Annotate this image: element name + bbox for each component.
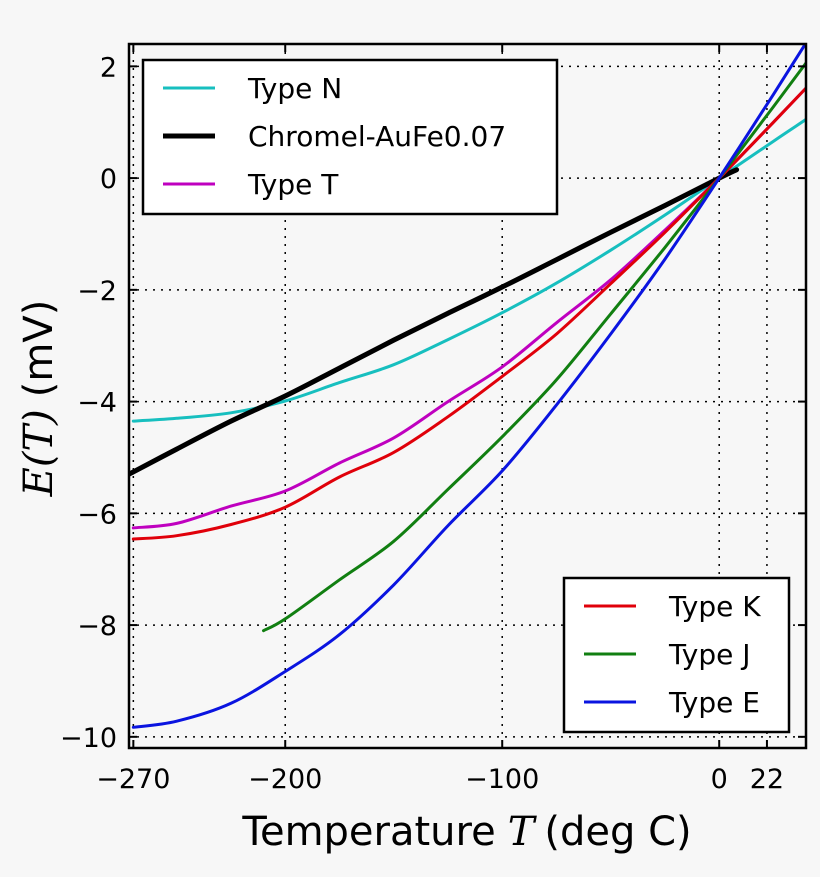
x-tick-label: 0 <box>711 764 728 795</box>
x-tick-label: 22 <box>750 764 784 795</box>
x-tick-label: −270 <box>96 764 170 795</box>
y-tick-label: −4 <box>77 388 117 419</box>
legend-label-chromel-aufe0-07: Chromel-AuFe0.07 <box>248 120 506 153</box>
x-axis-label: Temperature T (deg C) <box>241 809 691 855</box>
x-tick-label: −100 <box>465 764 539 795</box>
legend-lower-right: Type K Type J Type E <box>562 576 791 734</box>
legend-label-type-n: Type N <box>247 72 342 105</box>
y-tick-label: −2 <box>77 276 117 307</box>
y-axis-label: E(T) (mV) <box>16 300 62 498</box>
series-line-chromel-aufe0-07 <box>129 167 740 477</box>
y-tick-label: −10 <box>60 723 117 754</box>
y-tick-label: 0 <box>100 164 117 195</box>
y-axis-label-symbol: E <box>16 467 62 497</box>
legend-label-type-k: Type K <box>668 590 761 623</box>
y-tick-label: −8 <box>77 611 117 642</box>
plot-frame <box>127 42 808 750</box>
legend-label-type-t: Type T <box>247 168 339 201</box>
x-axis-label-text: Temperature <box>241 809 495 855</box>
legends: Type N Chromel-AuFe0.07 Type T Type K Type J… <box>141 58 791 734</box>
legend-label-type-j: Type J <box>668 638 750 671</box>
x-axis-label-symbol: T <box>508 809 538 855</box>
x-axis-label-unit: (deg C) <box>544 809 691 855</box>
series-line-type-e <box>131 44 806 729</box>
x-tick-label: −200 <box>248 764 322 795</box>
y-axis-label-unit: (mV) <box>16 300 62 398</box>
y-tick-label: −6 <box>77 499 117 530</box>
y-tick-label: 2 <box>100 52 117 83</box>
legend-label-type-e: Type E <box>668 686 760 719</box>
legend-upper-left: Type N Chromel-AuFe0.07 Type T <box>141 58 559 216</box>
y-axis-label-arg: (T) <box>16 409 62 467</box>
series-lines <box>129 44 806 729</box>
